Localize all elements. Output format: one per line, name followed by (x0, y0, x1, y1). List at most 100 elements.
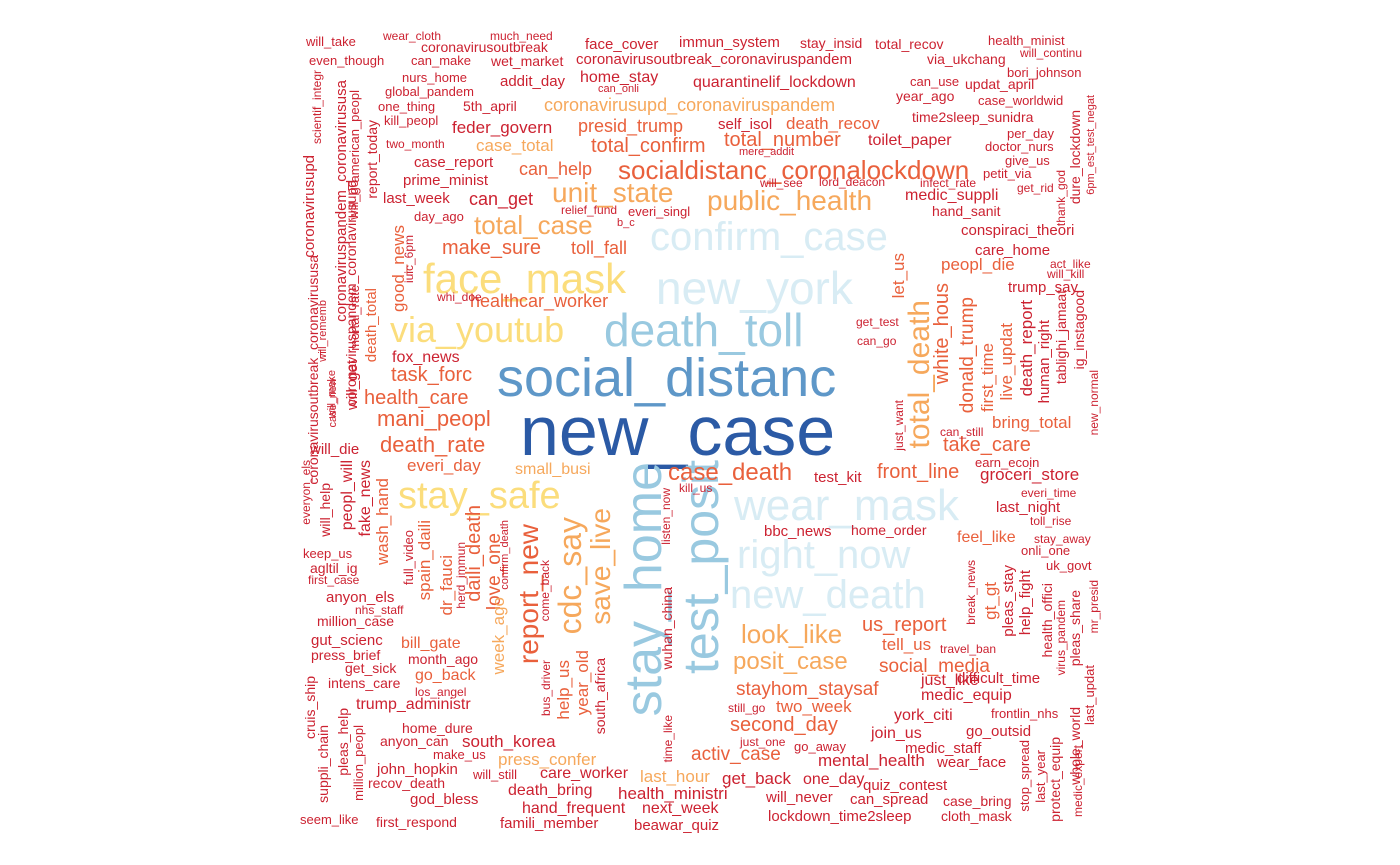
cloud-word: can_onli (598, 83, 639, 95)
cloud-word: stay_insid (800, 35, 863, 51)
cloud-word: total_recov (875, 36, 944, 52)
cloud-word: agltil_ig (310, 560, 358, 576)
cloud-word: presid_trump (578, 116, 684, 136)
cloud-word: can_help (519, 159, 593, 179)
cloud-word: peopl_will (339, 460, 356, 531)
cloud-word: death_total (363, 288, 380, 363)
cloud-word: cloth_mask (941, 808, 1012, 824)
cloud-word: last_updat (1082, 665, 1097, 725)
cloud-word: home_dure (402, 720, 473, 736)
cloud-word: social_distanc (497, 348, 837, 408)
cloud-word: south_korea (462, 732, 556, 751)
cloud-word: activ_case (691, 744, 781, 765)
cloud-word: bbc_news (764, 523, 832, 540)
cloud-word: will_rememb (317, 300, 329, 362)
cloud-word: home_order (851, 522, 927, 538)
cloud-word: health_offici (1039, 583, 1055, 658)
cloud-word: per_day (1007, 126, 1054, 141)
cloud-word: new_york (656, 262, 853, 314)
cloud-word: infect_rate (920, 176, 977, 190)
cloud-word: month_ago (408, 651, 479, 667)
cloud-word: donald_trump (957, 297, 978, 414)
cloud-word: coronavirusoutbreak_coronaviruspandem (576, 51, 852, 68)
cloud-word: kill_us (679, 481, 713, 495)
cloud-word: task_forc (391, 364, 473, 386)
cloud-word: toilet_paper (868, 132, 952, 149)
cloud-word: even_though (309, 53, 385, 68)
cloud-word: get_rid (1017, 181, 1054, 195)
cloud-word: confirm_death (499, 520, 511, 590)
cloud-word: face_mask (423, 255, 627, 302)
cloud-word: anyon_can (380, 733, 449, 749)
cloud-word: tablighi_jamaat (1053, 290, 1069, 385)
cloud-word: medic_equip (921, 687, 1012, 704)
cloud-word: b_c (617, 217, 635, 229)
cloud-word: stop_spread (1017, 740, 1032, 812)
cloud-word: death_recov (786, 114, 880, 133)
cloud-word: toll_fall (571, 238, 628, 258)
cloud-word: god_bless (410, 791, 479, 808)
cloud-word: everyon_els (299, 460, 313, 525)
cloud-word: wear_mask (734, 481, 959, 530)
cloud-word: time2sleep_sunidra (912, 109, 1034, 125)
cloud-word: suppli_chain (315, 725, 331, 803)
cloud-word: will_help (317, 483, 333, 537)
cloud-word: herd_immun (454, 542, 468, 609)
cloud-word: last_year (1033, 750, 1048, 803)
cloud-word: ig_instagood (1071, 290, 1087, 370)
cloud-word: year_old (573, 650, 592, 716)
cloud-word: hand_frequent (522, 800, 626, 817)
cloud-word: small_busi (515, 461, 591, 478)
cloud-word: will_go (346, 180, 361, 220)
cloud-word: wear_cloth (383, 29, 442, 43)
cloud-word: give_us (1005, 153, 1050, 168)
cloud-word: make_us (433, 747, 486, 762)
cloud-word: get_sick (345, 660, 397, 676)
cloud-word: feder_govern (452, 118, 553, 137)
cloud-word: mere_addit (739, 146, 795, 158)
cloud-word: full_video (401, 530, 416, 585)
cloud-word: beawar_quiz (634, 817, 720, 834)
cloud-word: go_outsid (966, 723, 1032, 740)
cloud-word: death_report (1017, 300, 1036, 397)
cloud-word: last_night (996, 499, 1061, 516)
cloud-word: frontlin_nhs (991, 706, 1059, 721)
cloud-word: first_respond (376, 814, 457, 830)
cloud-word: death_toll (604, 304, 804, 356)
cloud-word: intens_care (328, 675, 401, 691)
cloud-word: seem_like (300, 812, 359, 827)
cloud-word: bus_driver (539, 660, 553, 717)
cloud-word: second_day (730, 714, 838, 736)
cloud-word: pleas_share (1067, 590, 1083, 667)
cloud-word: medic_staff (905, 740, 982, 757)
cloud-word: can_make (411, 53, 471, 68)
cloud-word: front_line (877, 461, 960, 483)
cloud-word: human_right (1036, 320, 1053, 404)
cloud-word: can_spread (850, 791, 929, 808)
cloud-word: year_ago (896, 88, 955, 104)
cloud-word: first_case (308, 573, 360, 587)
cloud-word: nhs_staff (355, 603, 404, 617)
cloud-word: virus_pandem (1054, 600, 1068, 676)
cloud-word: onli_one (1021, 543, 1071, 558)
cloud-word: nurs_home (402, 70, 468, 85)
cloud-word: everi_singl (628, 204, 691, 219)
cloud-word: peopl_die (941, 255, 1015, 274)
cloud-word: gut_scienc (311, 632, 383, 649)
cloud-word: global_pandem (385, 84, 474, 99)
cloud-word: go_away (794, 739, 847, 754)
cloud-word: addit_day (500, 73, 566, 90)
cloud-word: much_need (490, 29, 553, 43)
cloud-word: listen_now (659, 488, 673, 545)
cloud-word: care_worker (540, 765, 629, 782)
cloud-word: care_home (975, 242, 1051, 259)
cloud-word: doctor_nurs (985, 139, 1054, 154)
cloud-word: conspiraci_theori (961, 222, 1075, 239)
cloud-word: health_care (364, 387, 469, 409)
cloud-word: bill_gate (401, 635, 461, 652)
cloud-word: lord_deacon (819, 175, 886, 189)
cloud-word: bori_johnson (1007, 65, 1082, 80)
cloud-word: kill_peopl (384, 113, 439, 128)
cloud-word: new_case (520, 392, 836, 470)
